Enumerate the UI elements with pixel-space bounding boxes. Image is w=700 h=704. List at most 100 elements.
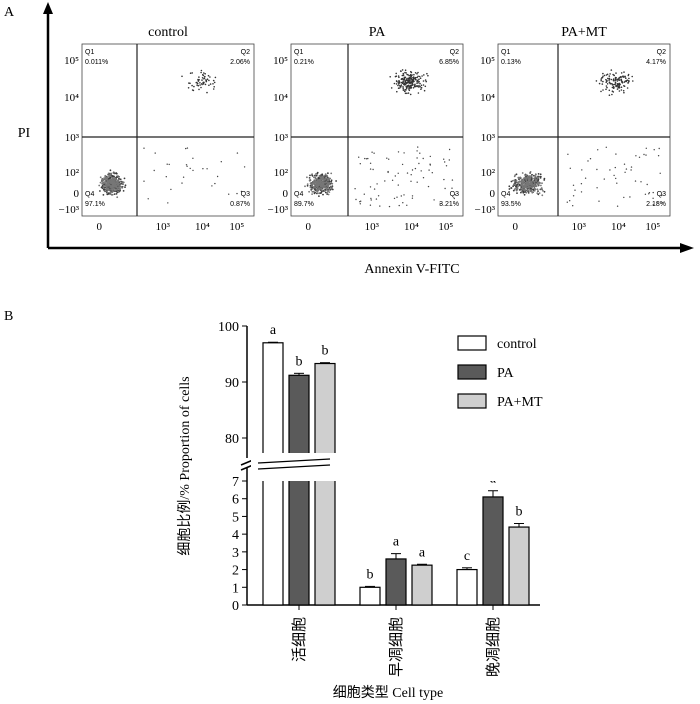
dot-live — [535, 176, 537, 179]
dot-live — [107, 172, 110, 175]
dot-live — [523, 182, 526, 185]
dot-early-apoptotic — [658, 147, 660, 150]
dot-live — [105, 188, 108, 191]
dot-late-apoptotic — [212, 79, 215, 82]
dot-live — [512, 183, 515, 186]
dot-early-apoptotic — [443, 158, 445, 160]
dot-live — [104, 174, 107, 177]
dot-live — [112, 187, 115, 190]
dot-live — [527, 185, 530, 188]
dot-late-apoptotic — [625, 77, 627, 79]
dot-early-apoptotic — [166, 163, 168, 165]
dot-late-apoptotic — [213, 81, 216, 84]
dot-late-apoptotic — [204, 75, 206, 78]
dot-early-apoptotic — [444, 161, 446, 163]
dot-early-apoptotic — [406, 204, 408, 206]
dot-late-apoptotic — [608, 75, 611, 77]
dot-live — [523, 177, 526, 180]
dot-late-apoptotic — [610, 69, 613, 71]
dot-early-apoptotic — [236, 152, 239, 154]
dot-live — [516, 183, 519, 186]
y-tick-label: 6 — [232, 493, 239, 508]
dot-early-apoptotic — [616, 182, 618, 184]
dot-live — [112, 190, 115, 193]
dot-early-apoptotic — [640, 181, 642, 183]
dot-early-apoptotic — [411, 169, 414, 171]
dot-late-apoptotic — [623, 71, 625, 73]
dot-live — [317, 189, 320, 192]
dot-late-apoptotic — [413, 73, 415, 76]
dot-late-apoptotic — [612, 85, 615, 88]
dot-late-apoptotic — [602, 89, 604, 91]
dot-early-apoptotic — [420, 170, 422, 172]
dot-late-apoptotic — [407, 92, 410, 94]
quadrant-percent-q3: 2.18% — [646, 201, 666, 208]
bar-control — [456, 568, 478, 606]
dot-early-apoptotic — [429, 155, 431, 158]
dot-late-apoptotic — [400, 85, 402, 88]
dot-early-apoptotic — [387, 170, 389, 173]
dot-late-apoptotic — [420, 86, 423, 89]
dot-live — [532, 177, 534, 180]
dot-late-apoptotic — [420, 84, 423, 87]
y-tick-label: 10² — [65, 167, 80, 179]
dot-late-apoptotic — [621, 82, 624, 84]
quadrant-name-q2: Q2 — [450, 49, 459, 56]
quadrant-name-q3: Q3 — [657, 191, 666, 198]
dot-early-apoptotic — [216, 175, 219, 178]
legend-swatch — [457, 335, 487, 351]
dot-early-apoptotic — [396, 196, 398, 198]
dot-late-apoptotic — [404, 92, 407, 95]
dot-early-apoptotic — [206, 168, 208, 170]
dot-live — [318, 182, 321, 185]
dot-late-apoptotic — [204, 73, 206, 75]
dot-early-apoptotic — [422, 177, 425, 179]
category-group-3: cab — [456, 472, 530, 610]
dot-late-apoptotic — [611, 93, 613, 96]
dot-live — [101, 178, 103, 181]
bar-pa-mt — [314, 362, 336, 606]
dot-live — [110, 175, 112, 178]
dot-live — [311, 190, 314, 193]
dot-live — [107, 192, 110, 195]
dot-late-apoptotic — [419, 82, 421, 85]
dot-live — [533, 187, 536, 190]
panel-a-x-arrow-icon — [680, 243, 694, 253]
y-tick-label: 10⁵ — [64, 55, 79, 67]
bar-break-mark — [257, 458, 331, 464]
dot-live — [318, 192, 320, 195]
dot-late-apoptotic — [397, 83, 400, 85]
dot-late-apoptotic — [408, 82, 411, 84]
dot-late-apoptotic — [600, 79, 602, 82]
panel-b-y-label: 细胞比例/% Proportion of cells — [177, 376, 193, 555]
dot-early-apoptotic — [646, 183, 648, 186]
dot-late-apoptotic — [205, 79, 208, 82]
bar-pa-mt — [411, 564, 433, 606]
dot-early-apoptotic — [375, 198, 378, 200]
dot-late-apoptotic — [212, 83, 214, 85]
quadrant-name-q2: Q2 — [241, 49, 250, 56]
dot-late-apoptotic — [601, 76, 604, 79]
dot-late-apoptotic — [404, 69, 407, 71]
dot-late-apoptotic — [417, 71, 419, 74]
dot-late-apoptotic — [628, 80, 630, 83]
dot-late-apoptotic — [425, 80, 428, 83]
x-tick-label: 10⁴ — [195, 221, 210, 233]
dot-live — [319, 181, 321, 183]
dot-early-apoptotic — [615, 177, 617, 180]
quadrant-name-q1: Q1 — [294, 49, 303, 56]
significance-letter: b — [516, 505, 523, 520]
dot-live — [106, 180, 109, 183]
dot-live — [320, 185, 323, 188]
dot-live — [530, 180, 533, 183]
dot-late-apoptotic — [213, 86, 215, 88]
dot-early-apoptotic — [566, 201, 568, 203]
quadrant-percent-q4: 93.5% — [501, 201, 521, 208]
dot-live — [330, 187, 333, 190]
flow-dots — [304, 69, 456, 208]
dot-late-apoptotic — [399, 70, 402, 72]
significance-letter: a — [270, 323, 277, 338]
dot-live — [530, 175, 533, 178]
dot-early-apoptotic — [373, 152, 375, 154]
dot-live — [520, 179, 523, 181]
